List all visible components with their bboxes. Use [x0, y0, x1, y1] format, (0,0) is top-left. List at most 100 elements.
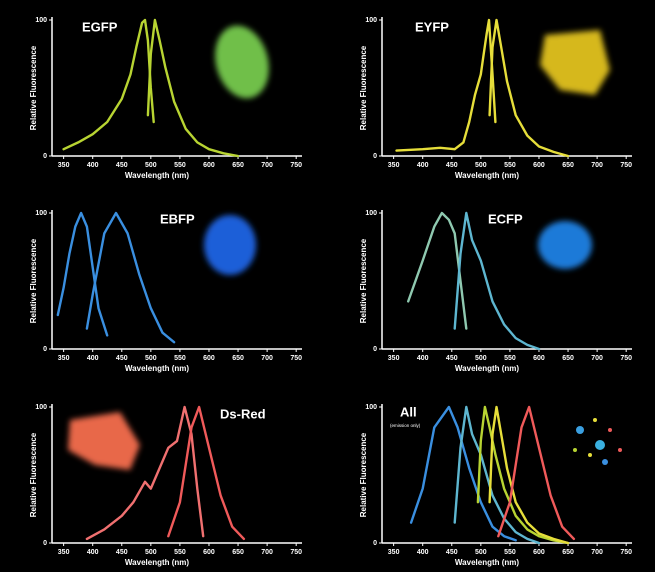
chart: 350 400 450 500 550 600 650 700 750 0 100 Wavelengt… — [359, 404, 632, 567]
curve — [85, 211, 176, 344]
chart: 350 400 450 500 550 600 650 700 750 0 100 Wavelengt… — [359, 210, 632, 373]
x-tick-label: 400 — [417, 549, 429, 556]
x-tick-label: 400 — [87, 549, 99, 556]
x-tick-label: 650 — [562, 355, 574, 362]
x-tick-label: 350 — [388, 162, 400, 169]
y-tick-label: 0 — [373, 540, 377, 547]
x-tick-label: 750 — [620, 355, 632, 362]
x-tick-label: 700 — [261, 162, 273, 169]
x-tick-label: 350 — [58, 549, 70, 556]
chart-title: EGFP — [82, 19, 118, 34]
y-tick-label: 100 — [35, 404, 47, 411]
curve — [476, 405, 570, 545]
x-tick-label: 700 — [591, 355, 603, 362]
x-tick-label: 400 — [417, 162, 429, 169]
y-tick-label: 100 — [35, 210, 47, 217]
x-tick-label: 600 — [533, 355, 545, 362]
x-axis-label: Wavelength (nm) — [125, 558, 189, 567]
x-tick-label: 700 — [261, 355, 273, 362]
x-tick-label: 550 — [174, 162, 186, 169]
x-tick-label: 750 — [620, 549, 632, 556]
x-tick-label: 550 — [504, 355, 516, 362]
x-tick-label: 450 — [446, 549, 458, 556]
curve — [409, 405, 517, 542]
x-tick-label: 450 — [446, 162, 458, 169]
x-axis-label: Wavelength (nm) — [455, 558, 519, 567]
x-tick-label: 750 — [290, 549, 302, 556]
y-axis-label: Relative Fluorescence — [359, 432, 368, 517]
ebfp-cell — [204, 215, 256, 275]
x-tick-label: 750 — [290, 355, 302, 362]
x-tick-label: 350 — [58, 355, 70, 362]
curve — [453, 405, 541, 545]
x-tick-label: 500 — [475, 549, 487, 556]
x-tick-label: 500 — [145, 549, 157, 556]
curve — [395, 18, 497, 152]
y-axis-label: Relative Fluorescence — [29, 432, 38, 517]
x-tick-label: 400 — [87, 355, 99, 362]
y-tick-label: 0 — [43, 540, 47, 547]
x-axis-label: Wavelength (nm) — [125, 364, 189, 373]
x-tick-label: 500 — [145, 355, 157, 362]
curve — [56, 211, 109, 337]
y-tick-label: 0 — [373, 153, 377, 160]
x-tick-label: 600 — [203, 162, 215, 169]
x-tick-label: 650 — [232, 355, 244, 362]
x-tick-label: 750 — [290, 162, 302, 169]
y-axis-label: Relative Fluorescence — [359, 238, 368, 323]
x-axis-label: Wavelength (nm) — [125, 171, 189, 180]
x-tick-label: 700 — [261, 549, 273, 556]
y-tick-label: 100 — [365, 210, 377, 217]
x-tick-label: 550 — [174, 549, 186, 556]
x-tick-label: 750 — [620, 162, 632, 169]
y-tick-label: 100 — [35, 17, 47, 24]
y-tick-label: 0 — [43, 153, 47, 160]
chart: 350 400 450 500 550 600 650 700 750 0 100 Wavelengt… — [29, 404, 302, 567]
eyfp-cell — [540, 30, 610, 95]
curve — [62, 18, 155, 151]
x-tick-label: 450 — [446, 355, 458, 362]
y-axis-label: Relative Fluorescence — [29, 45, 38, 130]
annotation: (emission only) — [390, 423, 421, 428]
y-tick-label: 0 — [43, 346, 47, 353]
x-tick-label: 600 — [203, 549, 215, 556]
x-axis-label: Wavelength (nm) — [455, 171, 519, 180]
x-tick-label: 450 — [116, 549, 128, 556]
all-cells — [573, 418, 622, 465]
x-tick-label: 650 — [232, 549, 244, 556]
chart-title: EBFP — [160, 211, 195, 226]
cell-images — [68, 25, 622, 470]
x-tick-label: 550 — [504, 162, 516, 169]
chart-title: All — [400, 404, 417, 419]
x-tick-label: 700 — [591, 162, 603, 169]
x-tick-label: 350 — [388, 355, 400, 362]
x-tick-label: 650 — [232, 162, 244, 169]
x-tick-label: 600 — [533, 549, 545, 556]
curve — [453, 211, 541, 351]
x-tick-label: 650 — [562, 549, 574, 556]
chart-title: ECFP — [488, 211, 523, 226]
y-tick-label: 100 — [365, 404, 377, 411]
x-tick-label: 700 — [591, 549, 603, 556]
curve — [407, 211, 468, 330]
ecfp-cell — [538, 221, 592, 269]
y-axis-label: Relative Fluorescence — [29, 238, 38, 323]
x-tick-label: 500 — [475, 162, 487, 169]
x-tick-label: 550 — [504, 549, 516, 556]
curve — [497, 405, 576, 541]
egfp-cell — [215, 25, 269, 99]
chart: 350 400 450 500 550 600 650 700 750 0 100 Wavelengt… — [29, 210, 302, 373]
y-tick-label: 0 — [373, 346, 377, 353]
x-tick-label: 500 — [145, 162, 157, 169]
x-tick-label: 600 — [533, 162, 545, 169]
x-axis-label: Wavelength (nm) — [455, 364, 519, 373]
curve — [488, 18, 570, 158]
curve — [146, 18, 240, 158]
x-tick-label: 500 — [475, 355, 487, 362]
chart: 350 400 450 500 550 600 650 700 750 0 100 Wavelengt… — [359, 17, 632, 180]
y-axis-label: Relative Fluorescence — [359, 45, 368, 130]
chart-title: Ds-Red — [220, 406, 266, 421]
y-tick-label: 100 — [365, 17, 377, 24]
x-tick-label: 650 — [562, 162, 574, 169]
